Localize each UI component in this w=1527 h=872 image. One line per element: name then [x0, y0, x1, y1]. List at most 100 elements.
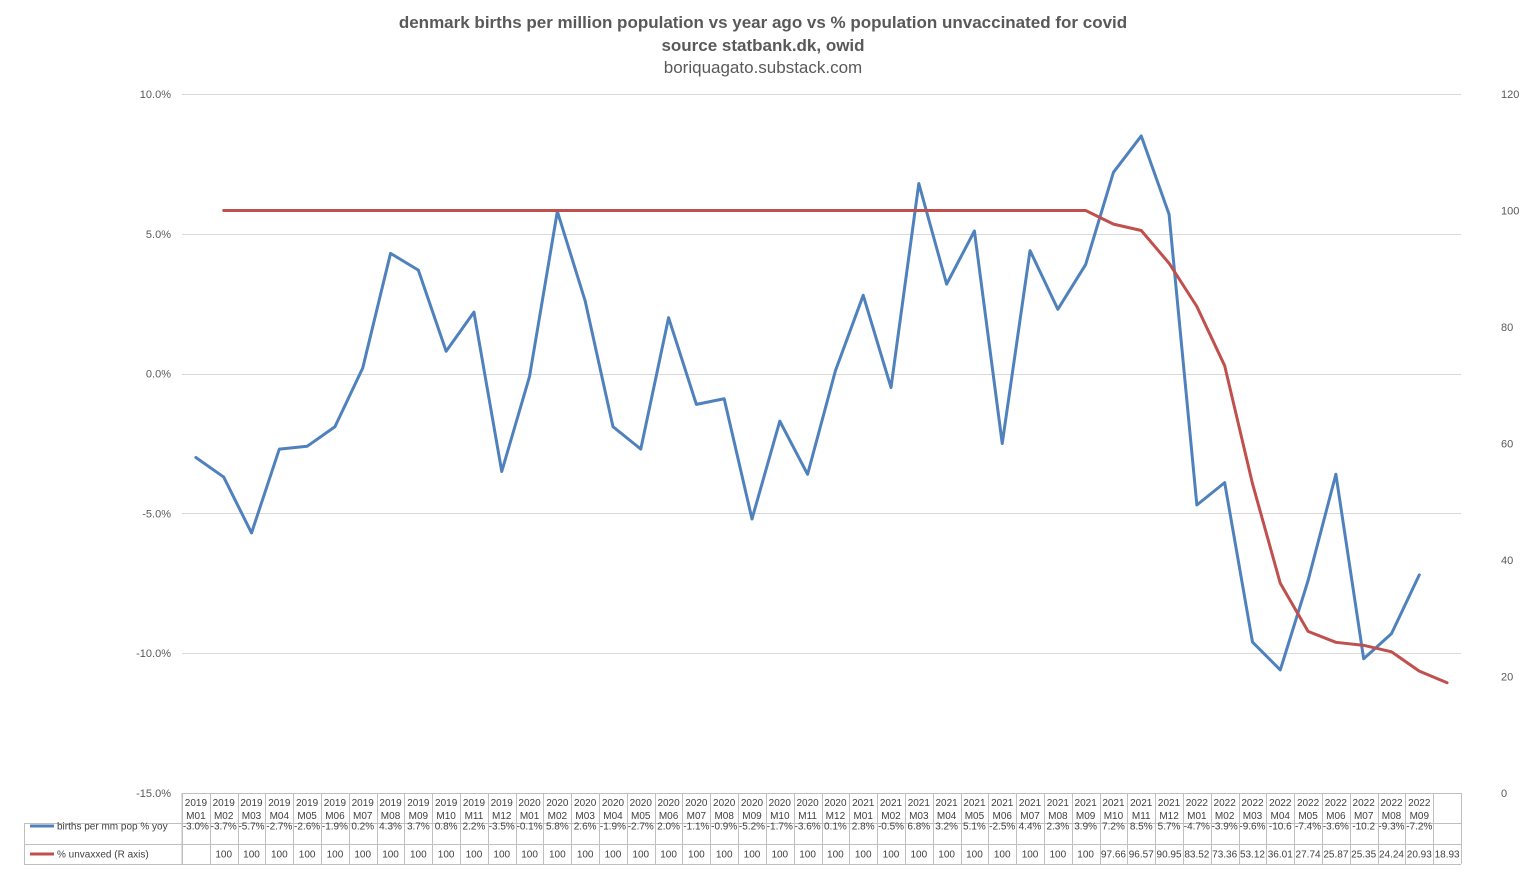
data-label: -0.9%	[711, 822, 737, 833]
x-tick-label: 2019	[435, 798, 458, 809]
data-label: -2.6%	[294, 822, 320, 833]
data-label: 100	[493, 850, 510, 861]
data-label: 4.4%	[1019, 822, 1042, 833]
data-label: 5.7%	[1158, 822, 1181, 833]
x-tick-label: 2019	[324, 798, 347, 809]
x-tick-label: M05	[965, 811, 985, 822]
data-label: 100	[577, 850, 594, 861]
x-tick-label: M11	[798, 811, 817, 822]
x-tick-label: 2019	[185, 798, 208, 809]
data-label: 2.2%	[463, 822, 486, 833]
data-label: 0.2%	[351, 822, 374, 833]
series-line-unvaxxed	[222, 209, 1449, 685]
x-tick-label: 2021	[1158, 798, 1181, 809]
data-label: -10.2	[1352, 822, 1375, 833]
x-tick-label: 2021	[1019, 798, 1042, 809]
data-label: 100	[382, 850, 399, 861]
x-tick-label: 2021	[880, 798, 903, 809]
data-label: 100	[1022, 850, 1039, 861]
x-tick-label: M01	[1187, 811, 1207, 822]
right-tick-label: 120	[1501, 89, 1519, 101]
x-tick-label: 2019	[268, 798, 291, 809]
data-label: -9.3%	[1378, 822, 1404, 833]
data-label: 100	[688, 850, 705, 861]
data-label: 83.52	[1184, 850, 1209, 861]
x-tick-label: M03	[1243, 811, 1263, 822]
x-tick-label: 2019	[463, 798, 486, 809]
data-label: 100	[466, 850, 483, 861]
right-tick-label: 100	[1501, 206, 1519, 218]
data-label: 3.7%	[407, 822, 430, 833]
x-tick-label: M09	[1076, 811, 1096, 822]
x-tick-label: M09	[742, 811, 762, 822]
x-tick-label: M08	[381, 811, 401, 822]
data-label: -3.7%	[211, 822, 237, 833]
x-tick-label: M12	[1159, 811, 1179, 822]
data-table: 2019 M01 2019 M02 2019 M03 2019 M04 2019 M05 2019 M…	[24, 793, 1462, 865]
x-tick-label: 2021	[852, 798, 875, 809]
data-label: 5.1%	[963, 822, 986, 833]
x-tick-label: 2020	[602, 798, 625, 809]
data-label: 3.2%	[935, 822, 958, 833]
plot-lines	[194, 134, 1449, 685]
x-tick-label: 2020	[713, 798, 736, 809]
x-tick-label: M07	[687, 811, 707, 822]
data-label: 0.8%	[435, 822, 458, 833]
data-label: 25.35	[1351, 850, 1376, 861]
x-tick-label: 2019	[407, 798, 430, 809]
left-tick-label: 5.0%	[146, 229, 171, 241]
x-tick-label: M07	[1020, 811, 1040, 822]
x-tick-label: M04	[937, 811, 957, 822]
x-tick-label: 2021	[963, 798, 986, 809]
data-label: 100	[744, 850, 761, 861]
data-label: -7.2%	[1406, 822, 1432, 833]
x-tick-label: 2020	[518, 798, 541, 809]
x-tick-label: 2020	[574, 798, 597, 809]
x-tick-label: 2020	[796, 798, 819, 809]
x-tick-label: 2021	[991, 798, 1014, 809]
x-tick-label: M07	[353, 811, 373, 822]
x-tick-label: M10	[770, 811, 790, 822]
data-label: 8.5%	[1130, 822, 1153, 833]
right-tick-label: 60	[1501, 439, 1513, 451]
x-tick-label: 2022	[1269, 798, 1292, 809]
x-tick-label: M02	[548, 811, 568, 822]
x-tick-label: M03	[575, 811, 595, 822]
x-tick-label: 2020	[769, 798, 792, 809]
data-label: 6.8%	[907, 822, 930, 833]
data-label: 27.74	[1296, 850, 1321, 861]
x-tick-label: 2019	[213, 798, 236, 809]
x-tick-label: M09	[409, 811, 429, 822]
x-tick-label: M10	[1104, 811, 1124, 822]
x-tick-label: M01	[853, 811, 873, 822]
data-label: 7.2%	[1102, 822, 1125, 833]
x-tick-label: 2021	[935, 798, 958, 809]
data-label: -5.7%	[238, 822, 264, 833]
x-tick-label: M07	[1354, 811, 1374, 822]
data-label: 100	[327, 850, 344, 861]
x-tick-label: M05	[1298, 811, 1318, 822]
x-tick-label: M06	[1326, 811, 1346, 822]
data-label: 100	[438, 850, 455, 861]
data-label: -7.4%	[1295, 822, 1321, 833]
data-label: -1.9%	[322, 822, 348, 833]
x-tick-label: 2019	[491, 798, 514, 809]
x-tick-label: 2019	[240, 798, 263, 809]
x-tick-label: M08	[714, 811, 734, 822]
data-label: 100	[243, 850, 260, 861]
data-label: 100	[910, 850, 927, 861]
x-tick-label: M06	[993, 811, 1013, 822]
right-tick-label: 20	[1501, 672, 1513, 684]
data-label: 100	[1077, 850, 1094, 861]
x-tick-label: M04	[1271, 811, 1291, 822]
x-tick-label: 2020	[741, 798, 764, 809]
legend-label: births per mm pop % yoy	[57, 822, 168, 833]
x-tick-label: M08	[1048, 811, 1068, 822]
right-tick-label: 0	[1501, 788, 1507, 800]
right-tick-label: 40	[1501, 555, 1513, 567]
data-label: 96.57	[1129, 850, 1154, 861]
x-tick-label: M06	[325, 811, 345, 822]
x-tick-label: 2022	[1353, 798, 1376, 809]
x-tick-label: M02	[1215, 811, 1235, 822]
x-tick-label: 2022	[1214, 798, 1237, 809]
